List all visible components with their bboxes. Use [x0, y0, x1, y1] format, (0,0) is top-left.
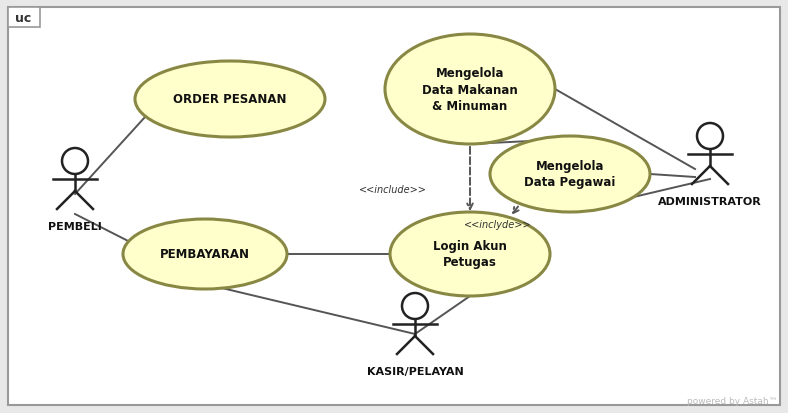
Text: <<include>>: <<include>>	[359, 185, 427, 195]
Text: ADMINISTRATOR: ADMINISTRATOR	[658, 197, 762, 206]
Text: Mengelola
Data Makanan
& Minuman: Mengelola Data Makanan & Minuman	[422, 67, 518, 112]
Ellipse shape	[123, 219, 287, 289]
Text: ORDER PESANAN: ORDER PESANAN	[173, 93, 287, 106]
FancyBboxPatch shape	[8, 8, 780, 405]
FancyBboxPatch shape	[8, 8, 40, 28]
Text: <<inclyde>>: <<inclyde>>	[464, 219, 532, 230]
Ellipse shape	[385, 35, 555, 145]
Ellipse shape	[135, 62, 325, 138]
Text: powered by Astah™: powered by Astah™	[687, 396, 778, 405]
Circle shape	[697, 124, 723, 150]
Text: uc: uc	[15, 12, 32, 25]
Text: Login Akun
Petugas: Login Akun Petugas	[433, 240, 507, 269]
Circle shape	[402, 293, 428, 319]
Ellipse shape	[390, 212, 550, 296]
Text: PEMBELI: PEMBELI	[48, 221, 102, 231]
Text: Mengelola
Data Pegawai: Mengelola Data Pegawai	[524, 160, 615, 189]
Text: KASIR/PELAYAN: KASIR/PELAYAN	[366, 366, 463, 376]
Circle shape	[62, 149, 88, 175]
Ellipse shape	[490, 137, 650, 212]
Text: PEMBAYARAN: PEMBAYARAN	[160, 248, 250, 261]
